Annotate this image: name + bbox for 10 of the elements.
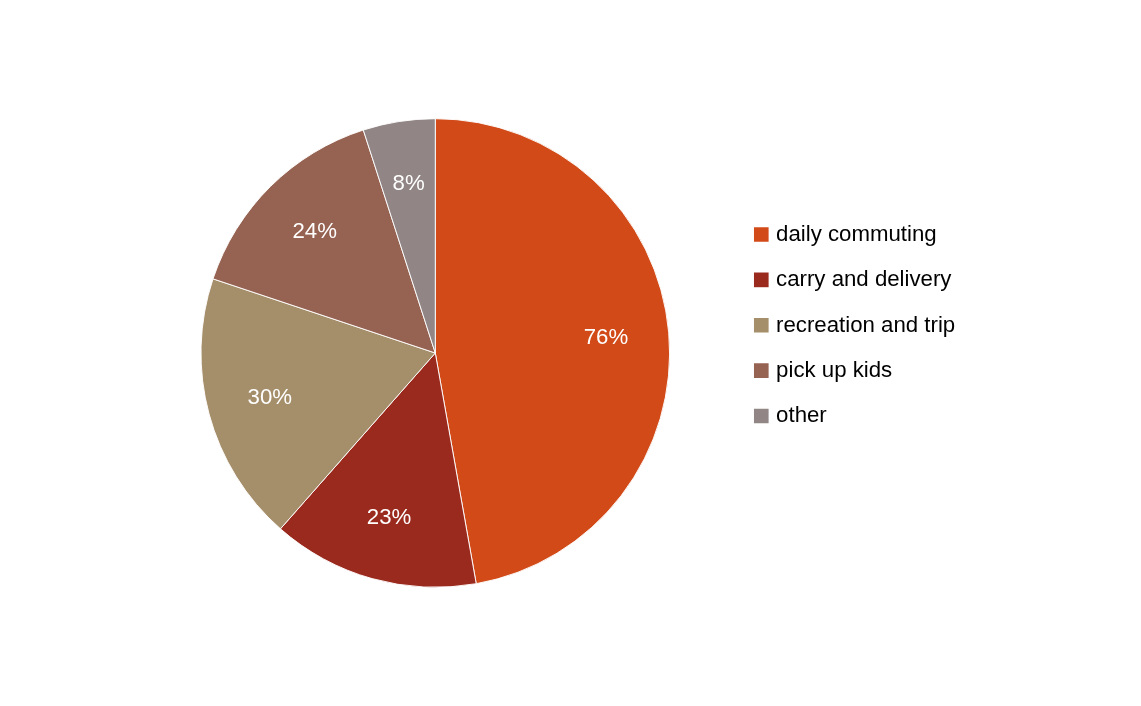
legend-label: daily commuting [776, 220, 937, 246]
data-label: 23% [366, 504, 412, 530]
legend-label: pick up kids [776, 357, 893, 383]
data-label: 30% [247, 384, 293, 410]
legend-label: recreation and trip [776, 311, 956, 337]
data-label: 24% [292, 217, 337, 243]
legend-label: carry and delivery [776, 266, 953, 292]
data-label: 8% [392, 170, 425, 196]
data-label: 76% [583, 324, 629, 350]
legend-label: other [776, 402, 828, 428]
